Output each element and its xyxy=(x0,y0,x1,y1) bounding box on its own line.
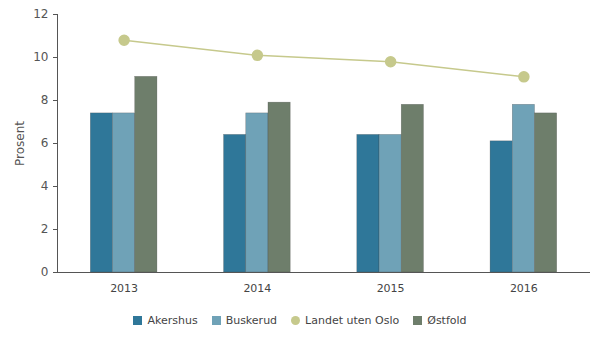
svg-text:0: 0 xyxy=(41,265,49,279)
svg-text:2014: 2014 xyxy=(243,282,271,295)
html-text:Landet uten Oslo: Landet uten Oslo xyxy=(305,313,400,327)
svg-text:4: 4 xyxy=(41,179,49,193)
svg-text:2: 2 xyxy=(41,222,49,236)
svg-text:Prosent: Prosent xyxy=(13,121,27,166)
svg-text:10: 10 xyxy=(33,50,48,64)
svg-text:12: 12 xyxy=(33,7,48,21)
svg-text:2016: 2016 xyxy=(510,282,538,295)
html-text:Østfold: Østfold xyxy=(427,313,467,327)
svg-text:6: 6 xyxy=(41,136,49,150)
html-text:Akershus: Akershus xyxy=(147,313,198,327)
svg-text:2015: 2015 xyxy=(377,282,405,295)
svg-text:8: 8 xyxy=(41,93,49,107)
html-text:Buskerud: Buskerud xyxy=(225,313,278,327)
svg-text:2013: 2013 xyxy=(110,282,138,295)
